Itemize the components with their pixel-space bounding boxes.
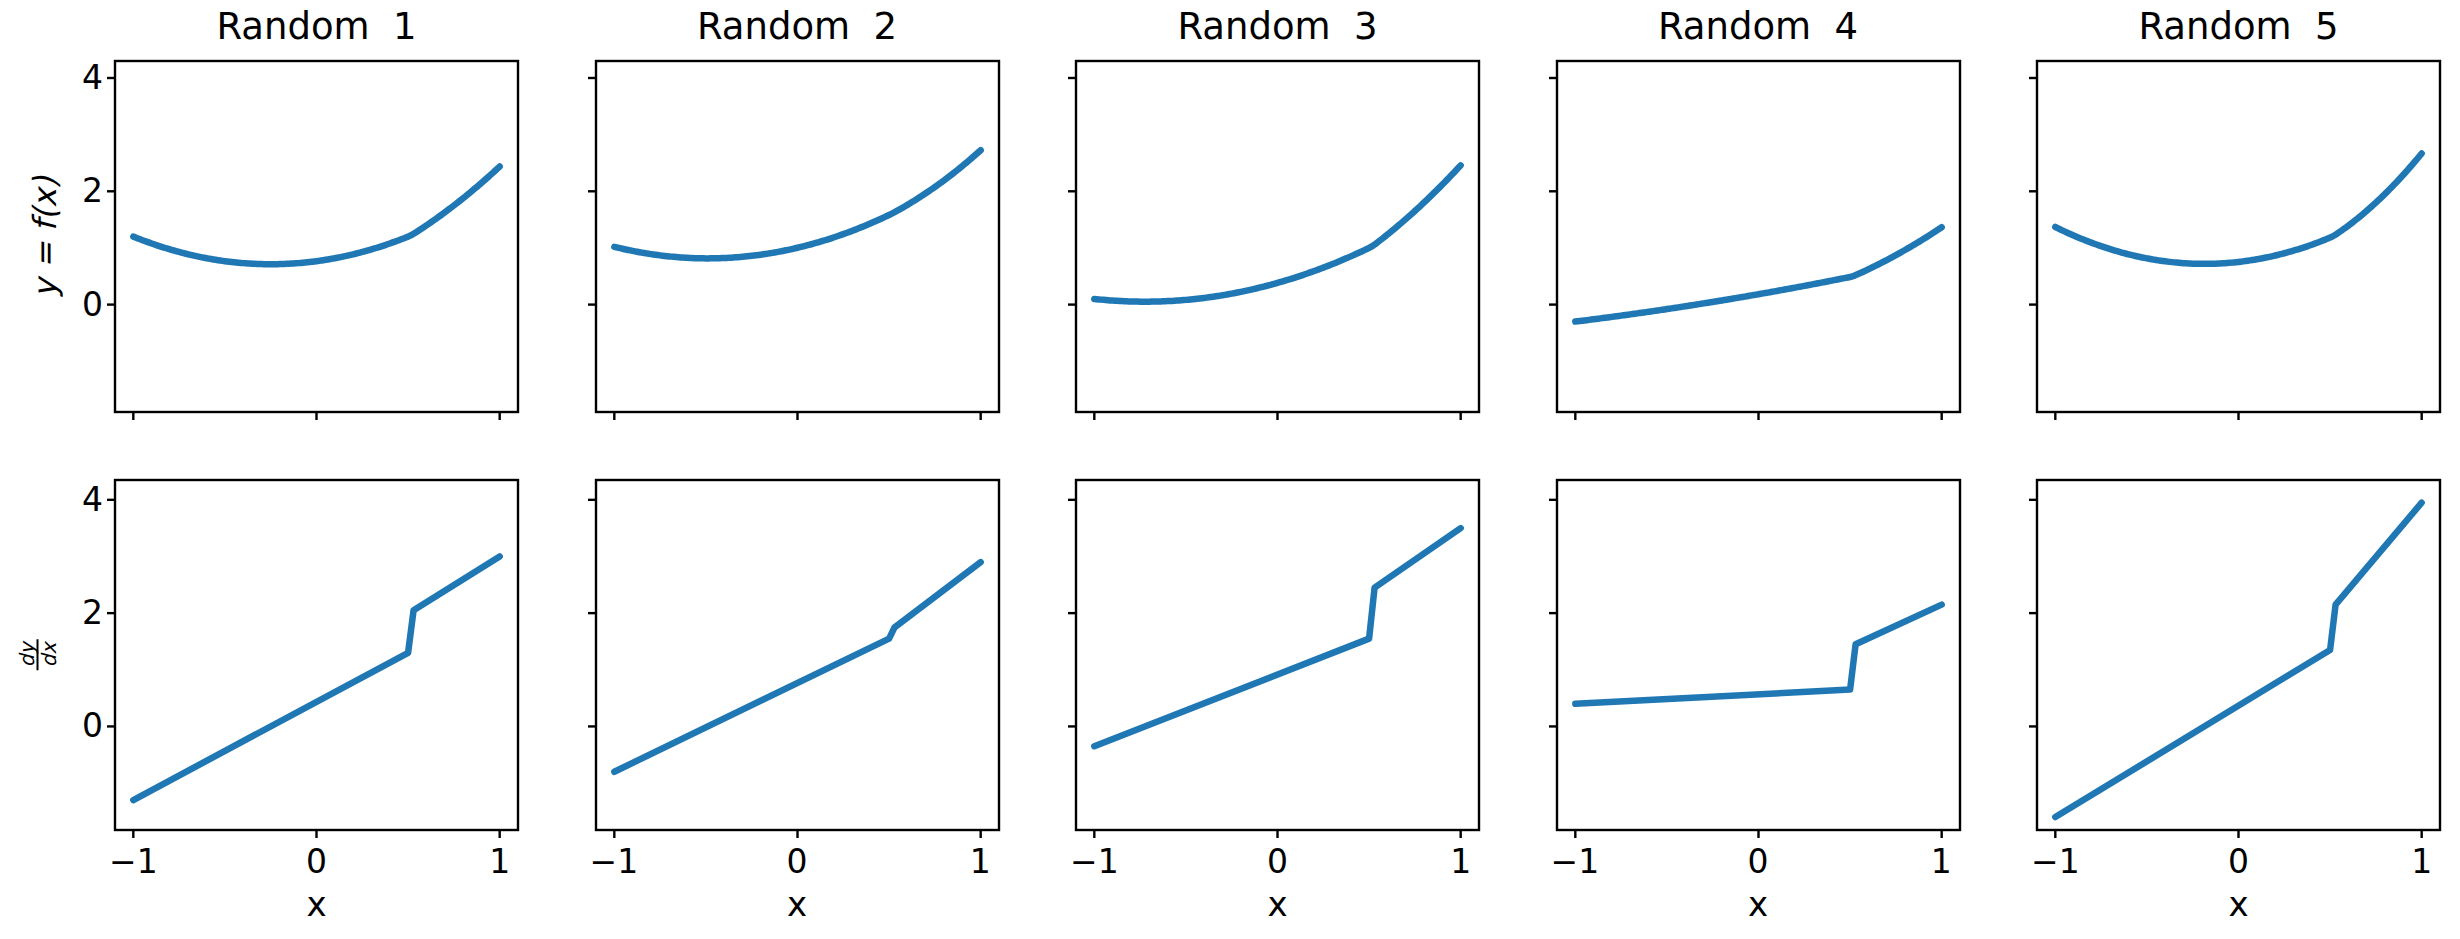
f-curve: [133, 167, 499, 265]
y-tick-label: 2: [33, 593, 103, 632]
subplot-f-4: [1545, 49, 1972, 424]
dydx-denominator: dx: [37, 640, 59, 671]
derivative-curve: [2055, 503, 2421, 817]
plot-box: [1076, 61, 1479, 412]
x-tick-label: 0: [306, 842, 327, 881]
derivative-curve: [1094, 528, 1460, 746]
plot-box: [2037, 61, 2440, 412]
subplot-dfdx-5: [2025, 468, 2452, 842]
derivative-curve: [1575, 605, 1941, 704]
x-tick-label: 0: [2228, 842, 2249, 881]
x-tick-label: 1: [1931, 842, 1952, 881]
subplot-dfdx-1: [103, 468, 530, 842]
x-axis-label: x: [1748, 884, 1768, 924]
x-axis-label: x: [2228, 884, 2248, 924]
plot-box: [115, 61, 518, 412]
subplot-dfdx-4: [1545, 468, 1972, 842]
y-tick-label: 4: [33, 480, 103, 519]
y-axis-label-top: y = f(x): [26, 176, 64, 297]
subplot-dfdx-3: [1064, 468, 1491, 842]
subplot-f-5: [2025, 49, 2452, 424]
derivative-curve: [614, 562, 980, 772]
subplot-f-1: [103, 49, 530, 424]
y-tick-label: 4: [33, 58, 103, 97]
subplot-dfdx-2: [584, 468, 1011, 842]
x-axis-label: x: [306, 884, 326, 924]
subplot-title: Random 2: [697, 5, 897, 48]
f-curve: [1094, 165, 1460, 301]
x-tick-label: 1: [489, 842, 510, 881]
x-tick-label: −1: [2031, 842, 2080, 881]
figure: Random 1420420−101xRandom 2−101xRandom 3…: [0, 0, 2460, 939]
x-tick-label: −1: [1070, 842, 1119, 881]
plot-box: [1557, 61, 1960, 412]
x-tick-label: −1: [1550, 842, 1599, 881]
x-tick-label: 0: [787, 842, 808, 881]
subplot-title: Random 3: [1177, 5, 1377, 48]
x-tick-label: 1: [2411, 842, 2432, 881]
plot-box: [2037, 480, 2440, 830]
f-curve: [2055, 153, 2421, 263]
f-curve: [1575, 227, 1941, 321]
subplot-title: Random 5: [2138, 5, 2338, 48]
plot-box: [1076, 480, 1479, 830]
plot-box: [596, 61, 999, 412]
derivative-curve: [133, 556, 499, 800]
plot-box: [1557, 480, 1960, 830]
plot-box: [596, 480, 999, 830]
subplot-f-3: [1064, 49, 1491, 424]
subplot-title: Random 1: [216, 5, 416, 48]
x-tick-label: −1: [109, 842, 158, 881]
subplot-f-2: [584, 49, 1011, 424]
x-tick-label: 1: [1450, 842, 1471, 881]
y-axis-label-dydx: dydx: [18, 640, 59, 671]
dydx-numerator: dy: [18, 640, 37, 671]
subplot-title: Random 4: [1658, 5, 1858, 48]
x-tick-label: 1: [970, 842, 991, 881]
x-axis-label: x: [1267, 884, 1287, 924]
y-tick-label: 0: [33, 706, 103, 745]
f-curve: [614, 150, 980, 258]
x-tick-label: −1: [589, 842, 638, 881]
x-tick-label: 0: [1267, 842, 1288, 881]
x-axis-label: x: [787, 884, 807, 924]
x-tick-label: 0: [1748, 842, 1769, 881]
